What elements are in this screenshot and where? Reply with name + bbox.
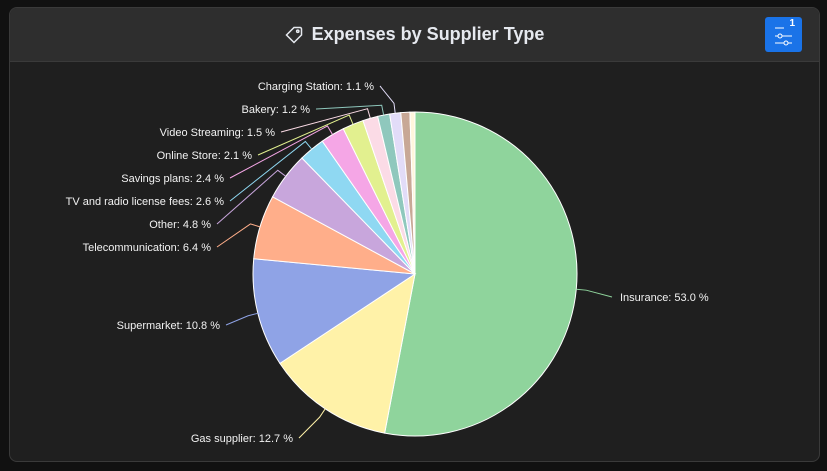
slice-label: Insurance: 53.0 % [620, 292, 709, 304]
pie-slice[interactable] [384, 111, 578, 437]
slice-label: Other: 4.8 % [149, 219, 211, 231]
filter-count-badge: 1 [789, 18, 795, 29]
card-title-text: Expenses by Supplier Type [311, 24, 545, 44]
slice-label: Telecommunication: 6.4 % [83, 242, 212, 254]
pie-slice[interactable] [409, 111, 416, 275]
slice-label: Savings plans: 2.4 % [121, 173, 224, 185]
slice-label: Online Store: 2.1 % [157, 150, 253, 162]
leader-line [225, 312, 258, 326]
leader-line [257, 114, 354, 156]
slice-label: TV and radio license fees: 2.6 % [66, 196, 225, 208]
leader-line [315, 104, 385, 116]
slice-label: Supermarket: 10.8 % [117, 320, 221, 332]
slice-label: Gas supplier: 12.7 % [191, 433, 293, 445]
chart-card: Expenses by Supplier Type 1 Insurance: 5… [9, 7, 820, 462]
leader-line [280, 108, 371, 133]
filter-button[interactable]: 1 [765, 17, 802, 52]
leader-line [298, 408, 326, 439]
leader-line [229, 140, 313, 202]
leader-line [216, 169, 287, 225]
slice-label: Bakery: 1.2 % [242, 104, 311, 116]
leader-line [216, 223, 261, 248]
leader-line [229, 125, 333, 179]
sliders-icon [775, 27, 792, 46]
leader-line [576, 288, 613, 298]
card-header: Expenses by Supplier Type 1 [10, 8, 819, 62]
card-title: Expenses by Supplier Type [10, 8, 819, 61]
pie-slice[interactable] [279, 272, 416, 434]
tag-icon [285, 26, 302, 44]
leader-line [379, 85, 396, 114]
slice-label: Video Streaming: 1.5 % [160, 127, 276, 139]
pie-chart: Insurance: 53.0 % Gas supplier: 12.7 % Sup… [66, 81, 709, 445]
slice-label: Charging Station: 1.1 % [258, 81, 374, 93]
pie-slice[interactable] [252, 258, 417, 365]
